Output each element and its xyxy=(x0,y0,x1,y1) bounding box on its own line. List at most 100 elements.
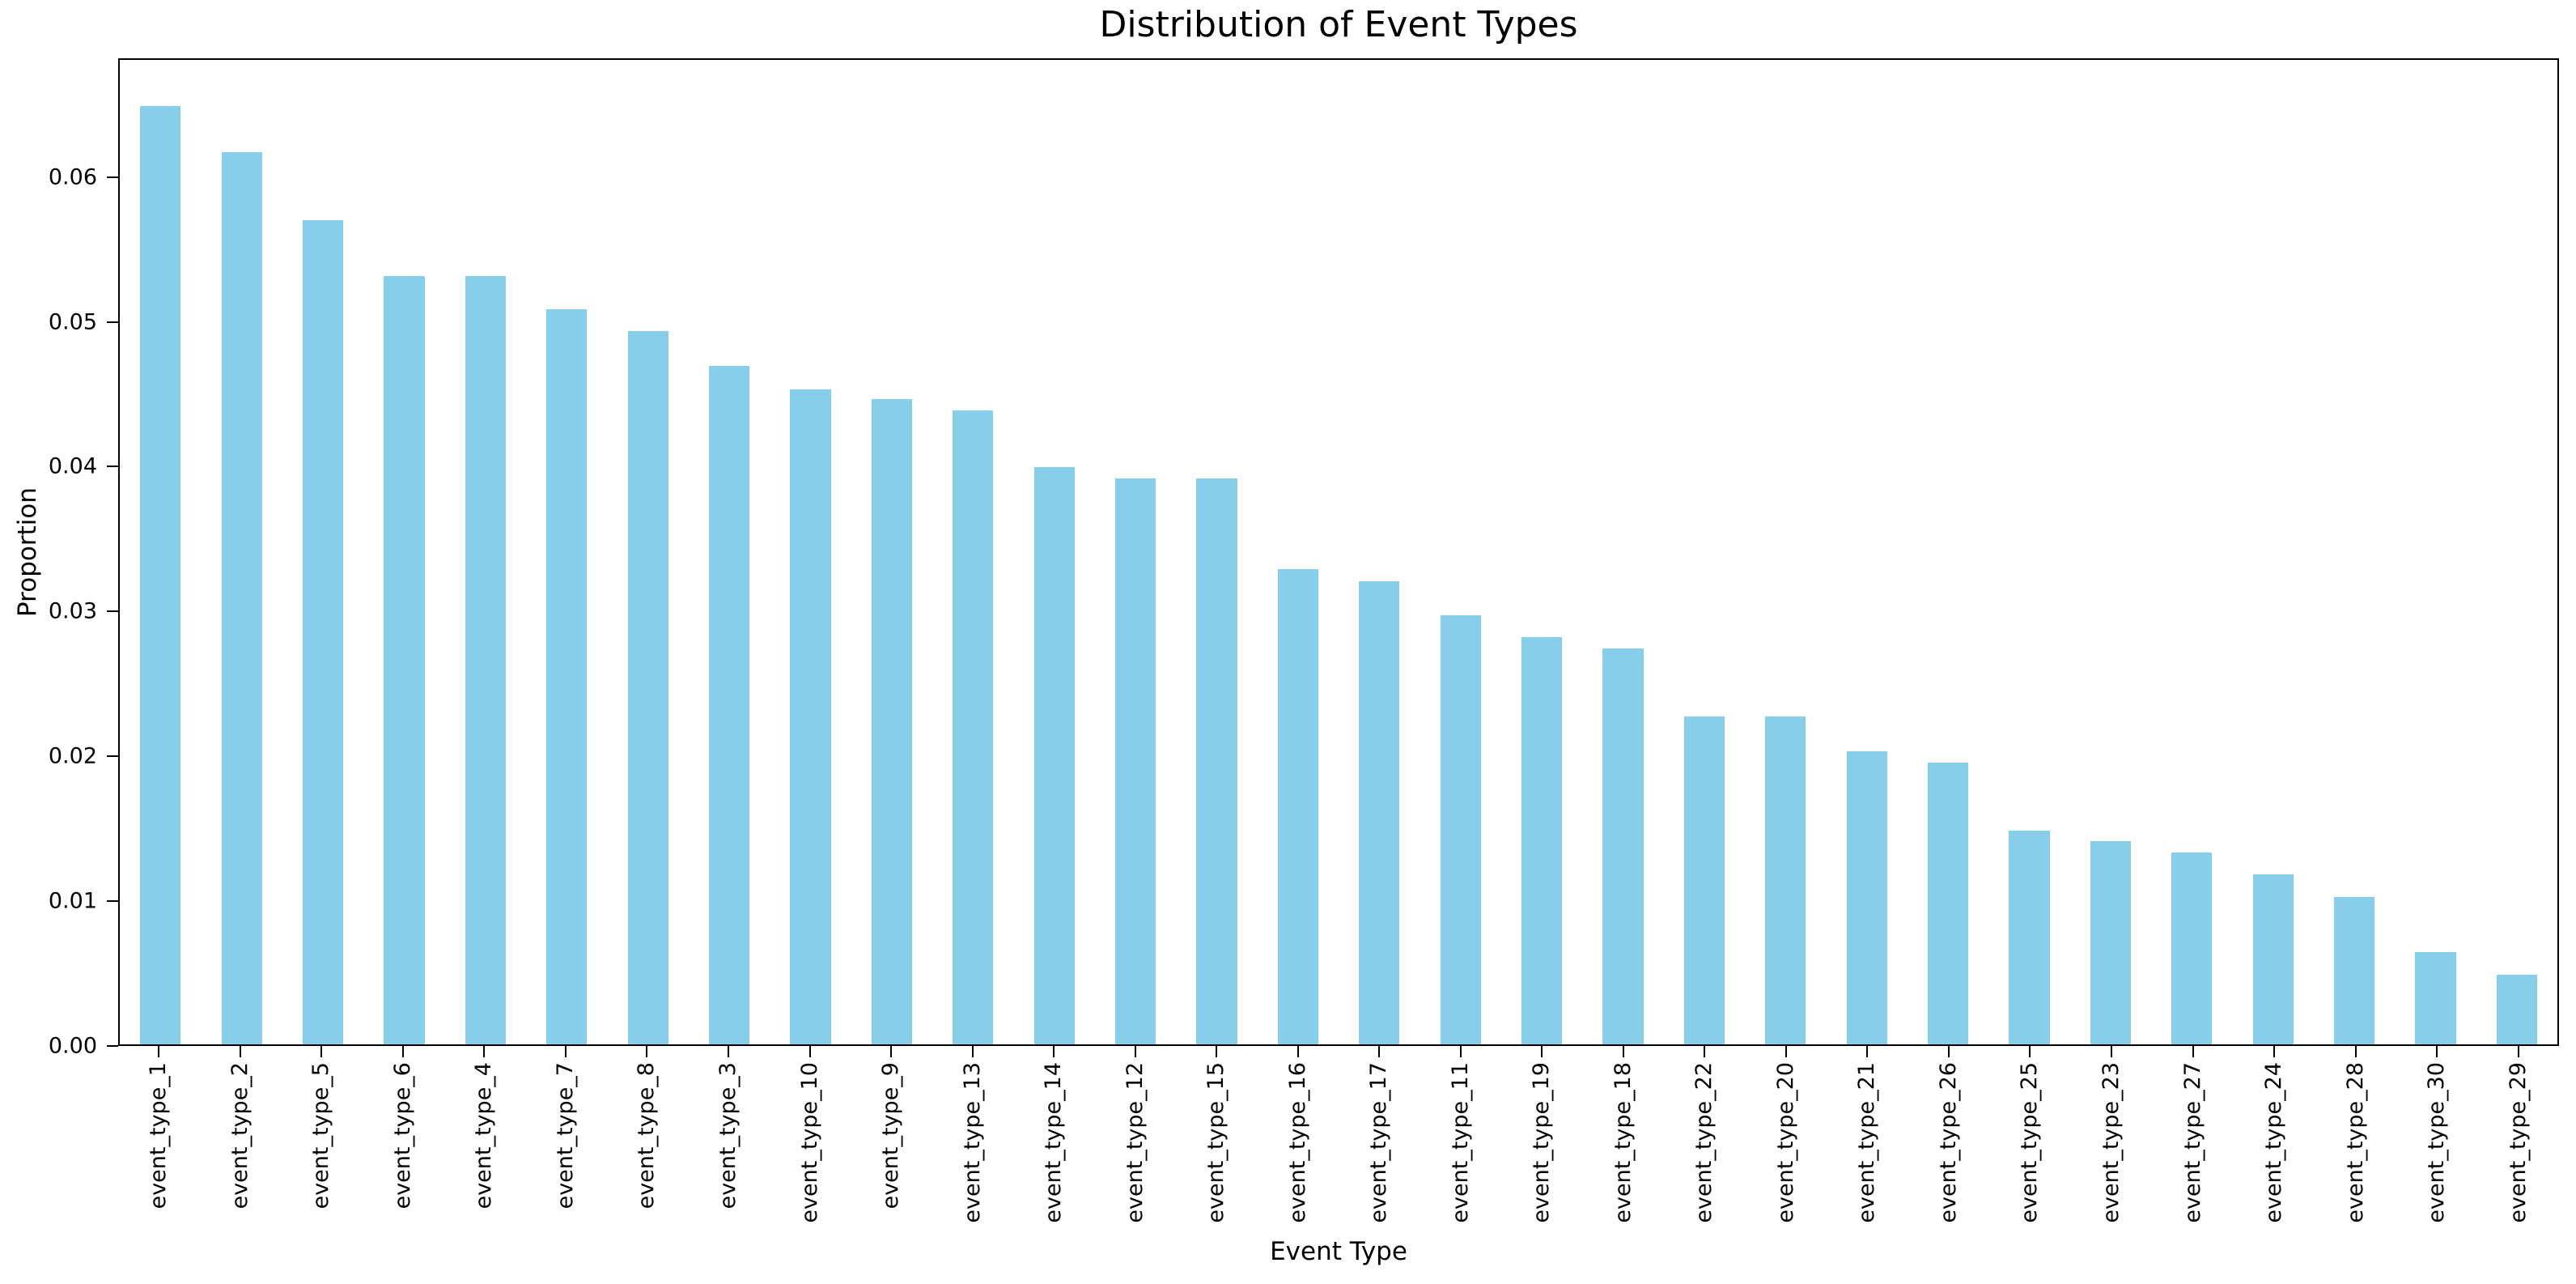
x-tick-label: event_type_28 xyxy=(2342,1062,2368,1223)
x-tick-label: event_type_20 xyxy=(1772,1062,1798,1223)
x-tick-cell xyxy=(1908,1046,1990,1057)
x-tick-mark xyxy=(239,1046,241,1057)
y-tick-mark xyxy=(107,466,118,468)
x-tick-label: event_type_17 xyxy=(1366,1062,1392,1223)
x-tick-label: event_type_30 xyxy=(2424,1062,2450,1223)
bar xyxy=(1846,751,1887,1044)
x-tick-label: event_type_7 xyxy=(552,1062,578,1210)
bar xyxy=(1928,763,1969,1044)
bar xyxy=(2171,852,2213,1044)
x-label-cell: event_type_5 xyxy=(281,1062,363,1232)
x-label-cell: event_type_6 xyxy=(363,1062,444,1232)
x-label-cell: event_type_28 xyxy=(2315,1062,2396,1232)
x-tick-mark xyxy=(808,1046,811,1057)
x-tick-label: event_type_1 xyxy=(146,1062,172,1210)
bar xyxy=(140,106,181,1044)
x-tick-mark xyxy=(1785,1046,1787,1057)
y-tick-mark xyxy=(107,900,118,903)
x-tick-mark xyxy=(2517,1046,2519,1057)
bar-slot xyxy=(2151,60,2232,1044)
x-tick-cell xyxy=(851,1046,932,1057)
x-tick-mark xyxy=(2192,1046,2194,1057)
x-tick-label: event_type_8 xyxy=(634,1062,660,1210)
x-label-cell: event_type_29 xyxy=(2477,1062,2559,1232)
bar xyxy=(953,410,994,1044)
x-tick-mark xyxy=(401,1046,404,1057)
x-tick-mark xyxy=(646,1046,648,1057)
bar xyxy=(2415,951,2456,1044)
x-tick-mark xyxy=(2354,1046,2357,1057)
bar xyxy=(546,309,588,1044)
x-label-cell: event_type_1 xyxy=(118,1062,200,1232)
x-tick-label: event_type_27 xyxy=(2179,1062,2205,1223)
x-tick-mark xyxy=(1541,1046,1543,1057)
x-tick-mark xyxy=(1947,1046,1950,1057)
bar xyxy=(1602,648,1644,1044)
x-tick-cell xyxy=(1989,1046,2071,1057)
plot-slots xyxy=(120,60,2557,1044)
bar-slot xyxy=(607,60,688,1044)
x-tick-cell xyxy=(1176,1046,1258,1057)
x-labels-row: event_type_1 event_type_2 event_type_5 even… xyxy=(118,1062,2559,1232)
x-tick-cell xyxy=(1501,1046,1583,1057)
y-tick-label: 0.06 xyxy=(48,164,97,190)
x-tick-mark xyxy=(1296,1046,1299,1057)
bar-slot xyxy=(2070,60,2151,1044)
bar-slot xyxy=(1664,60,1745,1044)
x-tick-label: event_type_9 xyxy=(878,1062,904,1210)
x-tick-label: event_type_6 xyxy=(389,1062,415,1210)
bar-slot xyxy=(363,60,444,1044)
x-tick-label: event_type_13 xyxy=(959,1062,985,1223)
bar-slot xyxy=(201,60,282,1044)
bar xyxy=(2009,831,2050,1044)
x-tick-cell xyxy=(1664,1046,1746,1057)
x-tick-mark xyxy=(1053,1046,1055,1057)
x-tick-mark xyxy=(2273,1046,2276,1057)
x-label-cell: event_type_10 xyxy=(769,1062,851,1232)
x-tick-cell xyxy=(118,1046,200,1057)
x-tick-mark xyxy=(1704,1046,1706,1057)
x-label-cell: event_type_27 xyxy=(2152,1062,2234,1232)
bar xyxy=(871,399,912,1044)
x-tick-cell xyxy=(688,1046,770,1057)
y-tick-mark xyxy=(107,610,118,613)
x-tick-label: event_type_25 xyxy=(2017,1062,2043,1223)
y-axis-title: Proportion xyxy=(13,487,42,617)
bar-slot xyxy=(1501,60,1582,1044)
bar-slot xyxy=(282,60,363,1044)
x-tick-label: event_type_26 xyxy=(1935,1062,1961,1223)
x-tick-mark xyxy=(1134,1046,1136,1057)
x-tick-label: event_type_19 xyxy=(1529,1062,1555,1223)
x-tick-cell xyxy=(2396,1046,2478,1057)
x-axis-title: Event Type xyxy=(1270,1237,1407,1266)
x-tick-cell xyxy=(200,1046,282,1057)
y-tick-label: 0.00 xyxy=(48,1033,97,1059)
x-tick-cell xyxy=(1583,1046,1665,1057)
x-tick-label: event_type_29 xyxy=(2505,1062,2531,1223)
bar-slot xyxy=(120,60,201,1044)
x-tick-label: event_type_5 xyxy=(308,1062,334,1210)
x-tick-cell xyxy=(606,1046,688,1057)
x-tick-mark xyxy=(2111,1046,2113,1057)
plot-area xyxy=(118,58,2559,1046)
x-tick-label: event_type_23 xyxy=(2099,1062,2124,1223)
y-tick-mark xyxy=(107,321,118,323)
y-tick-mark xyxy=(107,1045,118,1047)
bar-slot xyxy=(1827,60,1908,1044)
bar-slot xyxy=(445,60,526,1044)
bar-slot xyxy=(1582,60,1663,1044)
x-label-cell: event_type_20 xyxy=(1746,1062,1827,1232)
bar-slot xyxy=(1339,60,1420,1044)
x-tick-mark xyxy=(890,1046,893,1057)
x-label-cell: event_type_3 xyxy=(688,1062,770,1232)
bar-slot xyxy=(1420,60,1501,1044)
x-label-cell: event_type_9 xyxy=(851,1062,932,1232)
x-tick-cell xyxy=(1094,1046,1176,1057)
x-tick-cell xyxy=(443,1046,525,1057)
bar xyxy=(1359,580,1400,1044)
x-tick-cell xyxy=(769,1046,851,1057)
bar xyxy=(302,219,344,1044)
bar-slot xyxy=(2314,60,2395,1044)
y-tick-label: 0.03 xyxy=(48,598,97,624)
